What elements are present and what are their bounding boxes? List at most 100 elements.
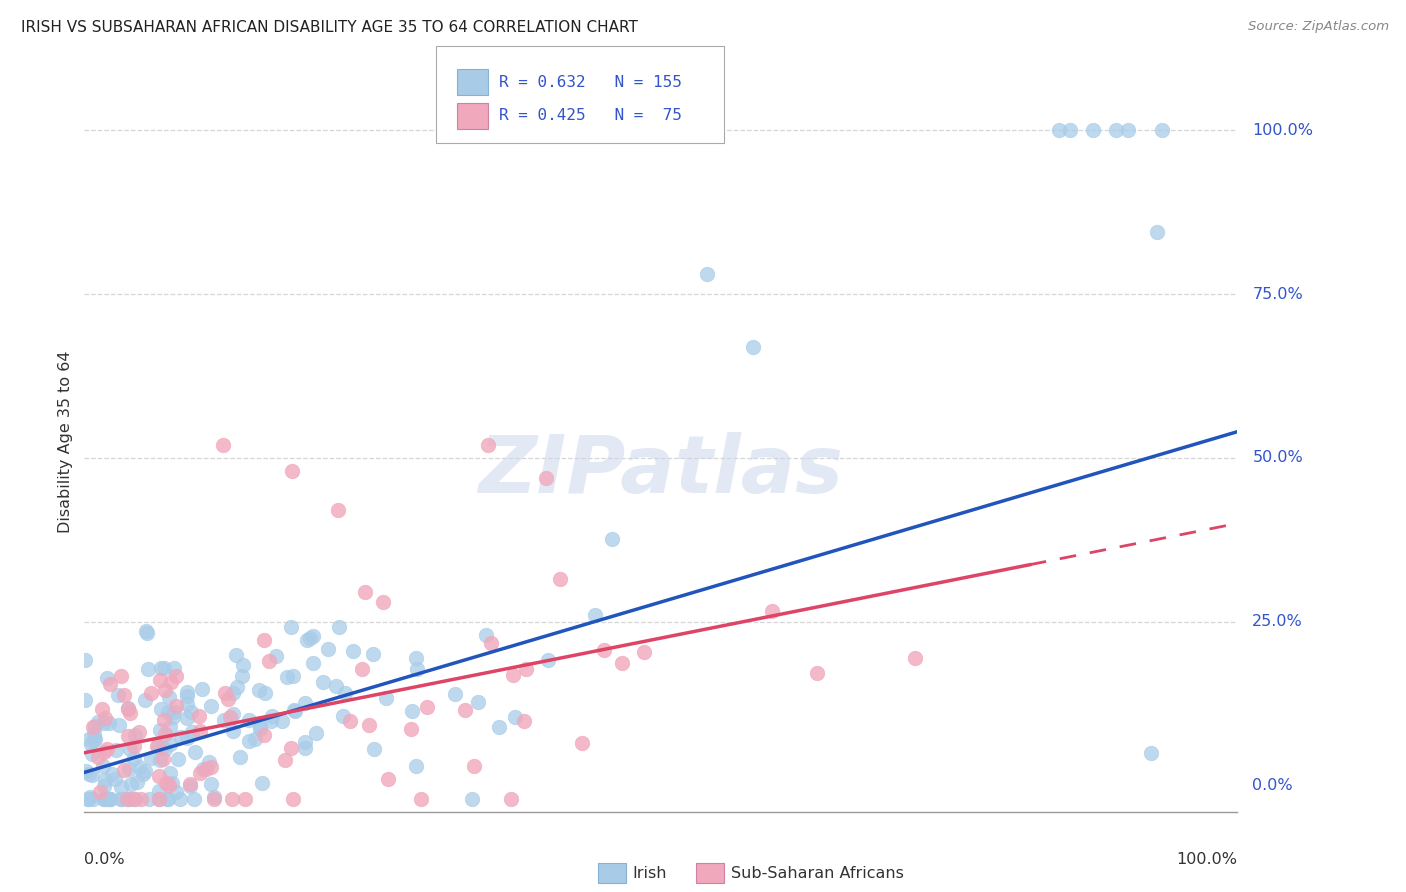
Point — [502, 668, 524, 682]
Text: 0.0%: 0.0% — [1253, 778, 1294, 793]
Point — [93, 745, 115, 759]
Point — [150, 660, 173, 674]
Point — [610, 656, 633, 670]
Point — [231, 669, 253, 683]
Point — [184, 745, 207, 759]
Point — [301, 629, 323, 643]
Point — [221, 791, 243, 805]
Point — [1146, 225, 1168, 239]
Point — [114, 763, 136, 777]
Point — [253, 686, 276, 700]
Point — [148, 673, 170, 688]
Point — [467, 695, 489, 709]
Point — [120, 706, 142, 720]
Point — [266, 648, 288, 663]
Point — [112, 688, 135, 702]
Point — [150, 741, 173, 756]
Point — [176, 731, 198, 745]
Point — [191, 762, 214, 776]
Point — [197, 755, 219, 769]
Point — [96, 671, 118, 685]
Point — [479, 636, 502, 650]
Point — [294, 735, 316, 749]
Point — [125, 774, 148, 789]
Point — [305, 726, 328, 740]
Point — [217, 691, 239, 706]
Point — [361, 647, 384, 661]
Point — [399, 723, 422, 737]
Point — [405, 651, 427, 665]
Point — [169, 730, 191, 744]
Point — [79, 767, 101, 781]
Point — [91, 759, 114, 773]
Point — [373, 595, 395, 609]
Point — [488, 719, 510, 733]
Point — [84, 719, 107, 733]
Point — [513, 714, 536, 728]
Point — [222, 724, 245, 739]
Point — [1152, 123, 1174, 137]
Point — [108, 718, 131, 732]
Point — [94, 711, 117, 725]
Point — [117, 729, 139, 743]
Point — [294, 696, 316, 710]
Text: 25.0%: 25.0% — [1253, 615, 1303, 629]
Point — [165, 669, 187, 683]
Point — [301, 657, 323, 671]
Point — [75, 764, 97, 778]
Point — [77, 731, 100, 746]
Point — [150, 702, 173, 716]
Point — [153, 742, 176, 756]
Point — [211, 438, 233, 452]
Point — [82, 791, 104, 805]
Point — [162, 710, 184, 724]
Point — [515, 662, 537, 676]
Text: 75.0%: 75.0% — [1253, 286, 1303, 301]
Point — [742, 339, 765, 353]
Text: Source: ZipAtlas.com: Source: ZipAtlas.com — [1249, 20, 1389, 33]
Point — [82, 720, 104, 734]
Point — [221, 707, 243, 722]
Point — [453, 703, 475, 717]
Point — [118, 762, 141, 776]
Point — [335, 686, 357, 700]
Point — [1140, 746, 1163, 760]
Point — [225, 648, 247, 662]
Point — [274, 753, 297, 767]
Point — [280, 620, 302, 634]
Point — [226, 681, 249, 695]
Point — [98, 715, 121, 730]
Point — [110, 791, 132, 805]
Point — [904, 650, 927, 665]
Point — [284, 704, 307, 718]
Point — [179, 777, 201, 791]
Point — [443, 687, 465, 701]
Point — [250, 776, 273, 790]
Point — [149, 723, 172, 737]
Point — [281, 464, 304, 478]
Point — [328, 620, 350, 634]
Point — [200, 777, 222, 791]
Point — [120, 777, 142, 791]
Point — [91, 702, 114, 716]
Point — [83, 727, 105, 741]
Point — [411, 791, 433, 805]
Point — [202, 791, 225, 805]
Point — [188, 723, 211, 738]
Point — [342, 643, 364, 657]
Point — [160, 775, 183, 789]
Point — [260, 714, 283, 728]
Point — [316, 642, 339, 657]
Point — [271, 714, 294, 728]
Point — [118, 791, 141, 805]
Point — [238, 713, 260, 727]
Point — [93, 791, 115, 805]
Point — [155, 727, 177, 741]
Point — [571, 736, 593, 750]
Text: IRISH VS SUBSAHARAN AFRICAN DISABILITY AGE 35 TO 64 CORRELATION CHART: IRISH VS SUBSAHARAN AFRICAN DISABILITY A… — [21, 20, 638, 35]
Point — [98, 791, 121, 805]
Point — [537, 653, 560, 667]
Point — [87, 715, 110, 730]
Point — [153, 661, 176, 675]
Text: R = 0.425   N =  75: R = 0.425 N = 75 — [499, 109, 682, 123]
